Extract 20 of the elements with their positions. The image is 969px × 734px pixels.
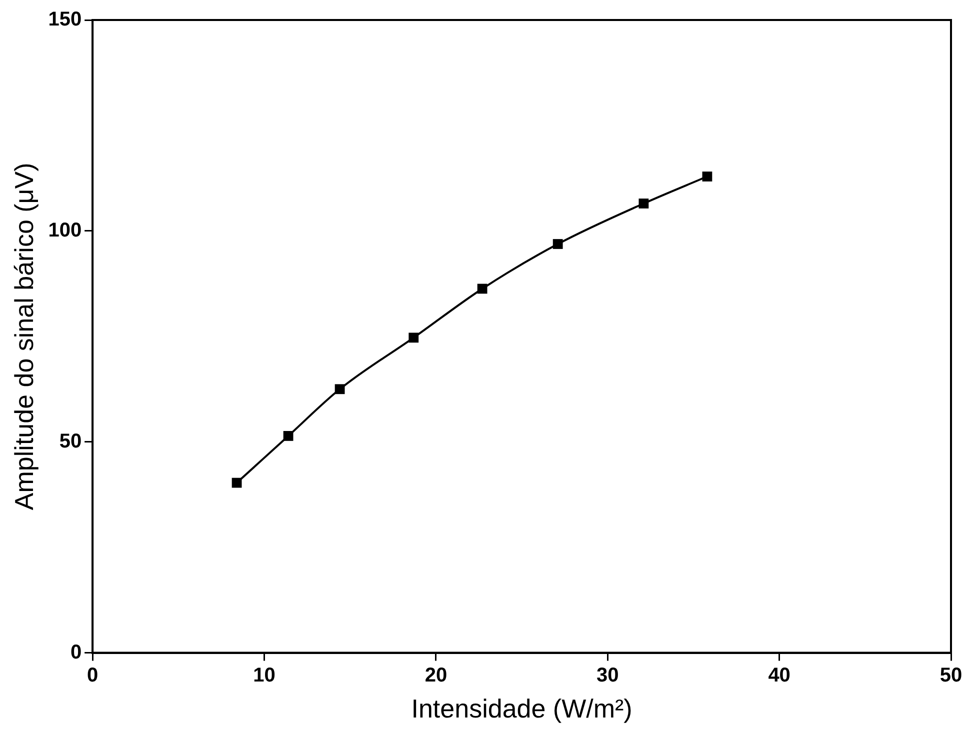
point	[638, 198, 649, 208]
y-tick-label: 0	[70, 641, 82, 664]
point	[408, 332, 419, 343]
x-tick-label: 20	[424, 664, 448, 686]
point	[552, 239, 563, 249]
x-tick-label: 50	[940, 664, 962, 686]
y-axis-title: Amplitude do sinal bárico (μV)	[8, 162, 39, 510]
y-tick-label: 150	[48, 8, 82, 31]
x-tick-label: 10	[253, 664, 276, 686]
point	[702, 172, 712, 182]
x-tick-label: 0	[87, 664, 98, 686]
y-tick-label: 100	[48, 219, 82, 242]
x-tick-label: 30	[596, 664, 619, 686]
point	[232, 478, 242, 488]
y-tick-label: 50	[59, 430, 82, 452]
point	[477, 284, 488, 294]
x-axis-title: Intensidade (W/m²)	[411, 694, 632, 724]
x-tick-label: 40	[768, 664, 790, 686]
point	[334, 384, 345, 394]
point	[283, 431, 294, 441]
